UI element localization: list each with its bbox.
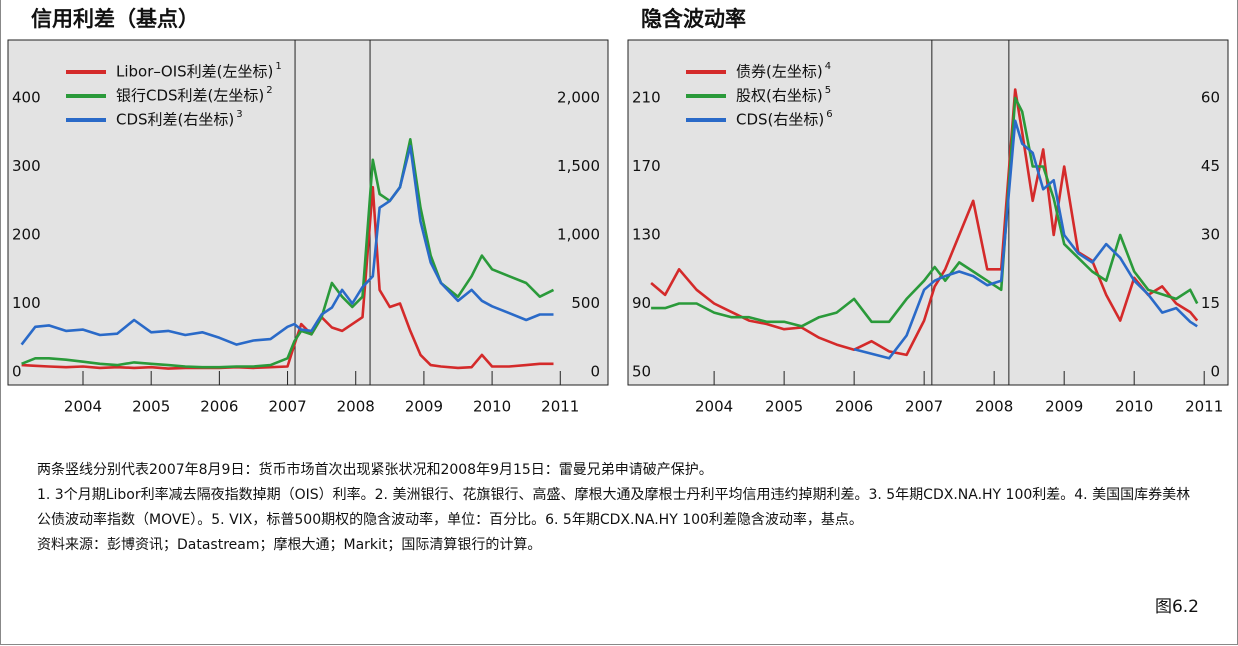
y2-tick-label: 30 bbox=[1201, 225, 1220, 243]
x-tick-label: 2008 bbox=[337, 398, 375, 416]
x-tick-label: 2011 bbox=[541, 398, 579, 416]
series-line bbox=[650, 88, 1199, 357]
y2-tick-label: 60 bbox=[1201, 88, 1220, 106]
y2-tick-label: 1,000 bbox=[557, 226, 600, 244]
y-tick-label: 300 bbox=[12, 157, 41, 175]
note: 资料来源：彭博资讯；Datastream；摩根大通；Markit；国际清算银行的… bbox=[37, 537, 542, 553]
series-line bbox=[21, 138, 555, 369]
y-tick-label: 90 bbox=[632, 294, 651, 312]
chart-title: 信用利差（基点） bbox=[31, 7, 199, 31]
x-tick-label: 2004 bbox=[64, 398, 102, 416]
legend-note: 6 bbox=[826, 109, 832, 120]
series-line bbox=[20, 144, 554, 346]
x-tick-label: 2006 bbox=[200, 398, 238, 416]
x-tick-label: 2005 bbox=[132, 398, 170, 416]
plot-area bbox=[7, 39, 609, 386]
notes: 两条竖线分别代表2007年8月9日：货币市场首次出现紧张状况和2008年9月15… bbox=[37, 458, 1197, 558]
legend-label: 债券(左坐标) bbox=[736, 63, 823, 81]
legend-note: 4 bbox=[825, 61, 831, 72]
y-tick-label: 400 bbox=[12, 89, 41, 107]
y-tick-label: 0 bbox=[12, 362, 22, 380]
legend-note: 3 bbox=[236, 109, 242, 120]
x-tick-label: 2011 bbox=[1185, 398, 1223, 416]
y-tick-label: 50 bbox=[632, 362, 651, 380]
y2-tick-label: 45 bbox=[1201, 157, 1220, 175]
y-tick-label: 100 bbox=[12, 294, 41, 312]
y2-tick-label: 0 bbox=[590, 362, 600, 380]
y-tick-label: 170 bbox=[632, 157, 661, 175]
legend-note: 5 bbox=[825, 85, 831, 96]
y2-tick-label: 15 bbox=[1201, 294, 1220, 312]
x-tick-label: 2009 bbox=[405, 398, 443, 416]
x-tick-label: 2010 bbox=[473, 398, 511, 416]
legend-label: Libor–OIS利差(左坐标) bbox=[116, 63, 273, 81]
legend-note: 1 bbox=[275, 61, 281, 72]
y2-tick-label: 1,500 bbox=[557, 157, 600, 175]
x-tick-label: 2007 bbox=[905, 398, 943, 416]
y-tick-label: 200 bbox=[12, 226, 41, 244]
chart-title: 隐含波动率 bbox=[641, 7, 746, 31]
x-tick-label: 2007 bbox=[268, 398, 306, 416]
x-tick-label: 2004 bbox=[695, 398, 733, 416]
plot-area bbox=[627, 39, 1229, 386]
y2-tick-label: 2,000 bbox=[557, 89, 600, 107]
x-tick-label: 2006 bbox=[835, 398, 873, 416]
y2-tick-label: 500 bbox=[571, 294, 600, 312]
y-tick-label: 130 bbox=[632, 226, 661, 244]
legend-label: CDS利差(右坐标) bbox=[116, 111, 234, 129]
x-tick-label: 2010 bbox=[1115, 398, 1153, 416]
x-tick-label: 2009 bbox=[1045, 398, 1083, 416]
legend-label: CDS(右坐标) bbox=[736, 111, 824, 129]
charts: 信用利差（基点）010020030040005001,0001,5002,000… bbox=[7, 7, 1229, 416]
x-tick-label: 2008 bbox=[975, 398, 1013, 416]
figure-label: 图6.2 bbox=[1154, 597, 1199, 617]
legend-label: 银行CDS利差(左坐标) bbox=[116, 87, 264, 105]
note: 两条竖线分别代表2007年8月9日：货币市场首次出现紧张状况和2008年9月15… bbox=[37, 462, 713, 478]
series-line bbox=[853, 119, 1198, 360]
y-tick-label: 210 bbox=[632, 89, 661, 107]
note: 1. 3个月期Libor利率减去隔夜指数掉期（OIS）利率。2. 美洲银行、花旗… bbox=[37, 487, 1191, 528]
legend-label: 股权(右坐标) bbox=[736, 87, 823, 105]
legend-note: 2 bbox=[266, 85, 272, 96]
x-tick-label: 2005 bbox=[765, 398, 803, 416]
series-line bbox=[651, 96, 1199, 328]
y2-tick-label: 0 bbox=[1210, 362, 1220, 380]
